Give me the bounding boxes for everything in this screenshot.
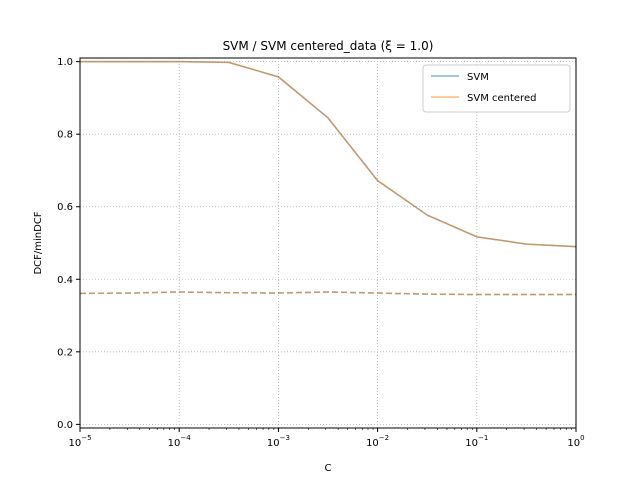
series-layer [79, 60, 577, 296]
legend-label-svm: SVM [467, 72, 489, 83]
y-axis: 0.0 0.2 0.4 0.6 0.8 1.0 [57, 57, 80, 431]
legend-label-svm-centered: SVM centered [467, 93, 536, 104]
x-tick-label: 10−1 [465, 434, 488, 449]
x-axis-label: C [325, 463, 332, 474]
y-tick-label: 0.6 [57, 202, 73, 213]
x-tick-label: 10−3 [267, 434, 290, 449]
x-axis: 10−5 10−4 10−3 10−2 10−1 100 [68, 428, 585, 449]
legend-box [422, 64, 571, 113]
series-line-svm-centered-dashed [79, 291, 576, 296]
x-tick-label: 10−4 [168, 434, 192, 449]
y-tick-label: 0.4 [57, 275, 73, 286]
y-tick-label: 0.0 [57, 420, 73, 431]
series-line-svm-centered-solid [80, 60, 577, 248]
chart-title: SVM / SVM centered_data (ξ = 1.0) [223, 39, 434, 53]
x-tick-label: 10−2 [366, 434, 389, 449]
y-tick-label: 0.8 [57, 130, 73, 141]
y-axis-label: DCF/minDCF [33, 211, 44, 274]
y-tick-label: 0.2 [57, 347, 73, 358]
legend: SVM SVM centered [422, 64, 571, 113]
x-tick-label: 100 [567, 434, 584, 449]
plot-frame [79, 57, 577, 429]
x-tick-label: 10−5 [68, 434, 91, 449]
y-tick-label: 1.0 [57, 57, 73, 68]
